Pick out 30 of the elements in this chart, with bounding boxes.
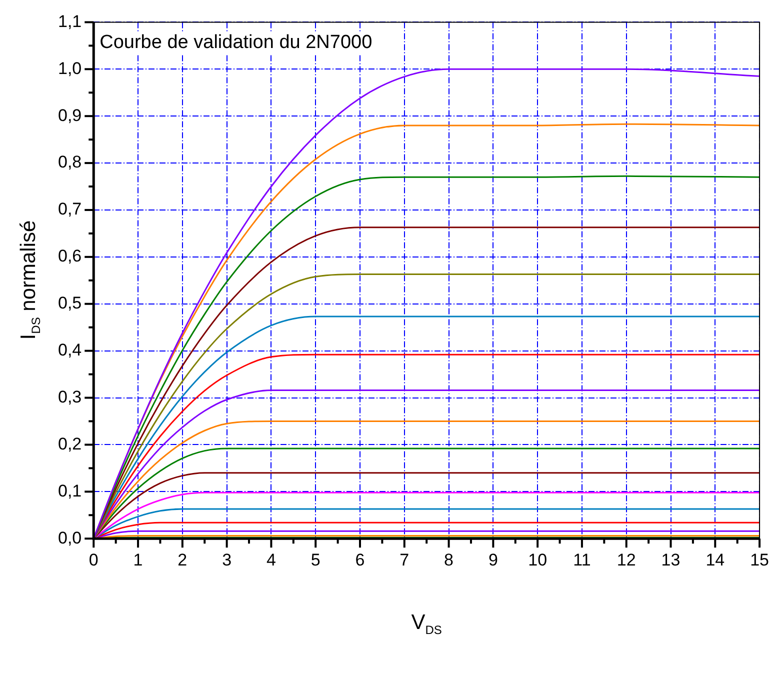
y-tick-label: 1,1 [58,12,82,31]
x-tick-label: 7 [400,550,410,570]
text: Courbe de validation du 2N7000 [98,32,374,54]
y-tick-label: 0,3 [58,387,82,406]
x-tick-label: 0 [88,550,98,570]
y-tick-label: 0,1 [58,481,82,500]
x-tick-label: 11 [573,550,591,570]
y-tick-label: 0,7 [58,200,82,219]
y-tick-label: 0,4 [58,340,82,360]
x-tick-label: 2 [178,550,188,570]
x-tick-label: 1 [133,550,143,570]
x-tick-label: 3 [222,550,232,570]
x-tick-label: 5 [310,550,320,570]
x-tick-label: 12 [616,550,636,570]
y-tick-label: 0,0 [58,528,82,548]
x-tick-label: 13 [661,550,680,570]
y-tick-label: 0,8 [58,152,82,172]
y-tick-label: 0,6 [58,246,82,266]
y-tick-label: 0,9 [58,106,82,125]
y-tick-label: 0,5 [58,294,82,313]
x-tick-label: 14 [706,550,725,570]
x-axis-title: V$_{DS}$ [411,610,442,637]
y-tick-label: 0,2 [58,434,82,454]
x-tick-label: 15 [750,550,770,570]
x-tick-label: 10 [528,550,548,570]
x-tick-label: 9 [488,550,498,570]
y-tick-label: 1,0 [58,58,82,78]
x-tick-label: 6 [355,550,365,570]
x-tick-label: 8 [444,550,454,570]
x-tick-label: 4 [266,550,276,570]
